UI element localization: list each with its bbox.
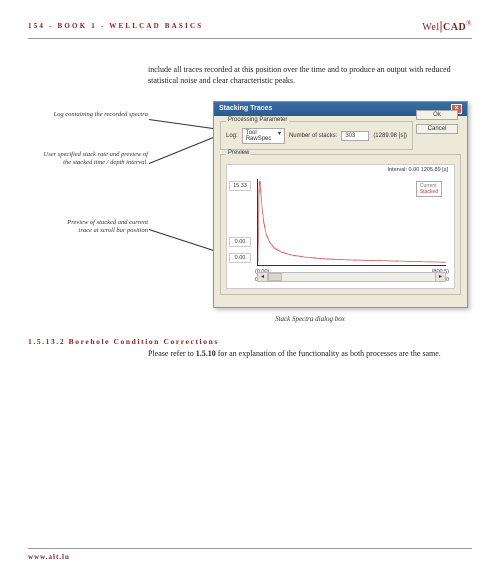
readout-bot: 0.00 <box>229 253 251 263</box>
para2-ref: 1.5.10 <box>196 349 216 358</box>
chart-scrollbar[interactable]: ◂ ▸ <box>257 272 446 282</box>
footer-url: www.alt.lu <box>28 548 472 561</box>
logo: Wel|CAD® <box>422 18 472 34</box>
dialog-title-text: Stacking Traces <box>219 105 272 112</box>
page-header-text: 154 - BOOK 1 - WELLCAD BASICS <box>28 22 203 30</box>
log-select-value: Tool RawSpec <box>246 130 278 142</box>
stacks-label: Number of stacks: <box>289 133 337 139</box>
scroll-right-icon[interactable]: ▸ <box>435 273 445 281</box>
log-select[interactable]: Tool RawSpec ▾ <box>242 128 285 144</box>
chevron-down-icon: ▾ <box>278 130 281 142</box>
annotation-3-line <box>149 229 216 251</box>
annotation-3: Preview of stacked and current trace at … <box>53 219 148 235</box>
logo-wel: Wel <box>422 22 439 33</box>
para2-part-c: for an explanation of the functionality … <box>216 349 441 358</box>
dialog-stacking-traces: Stacking Traces × Ok Cancel Processing P… <box>213 101 468 308</box>
ok-button[interactable]: Ok <box>416 110 458 120</box>
readout-mid: 0.00 <box>229 237 251 247</box>
annotation-2: User specified stack rate and preview of… <box>43 151 148 167</box>
logo-cad: CAD <box>443 22 466 33</box>
log-label: Log: <box>226 133 238 139</box>
chart-axes: Current Stacked (0.00) 0.0 (800.5) 800.0 <box>257 179 446 266</box>
stacks-input[interactable]: 303 <box>341 131 369 141</box>
paragraph-1: include all traces recorded at this posi… <box>148 65 472 87</box>
annotation-1: Log containing the recorded spectra <box>53 111 148 119</box>
figure-caption: Stack Spectra dialog box <box>148 315 472 323</box>
stacks-note: (1289.98 [s]) <box>373 133 407 139</box>
scroll-left-icon[interactable]: ◂ <box>258 273 268 281</box>
preview-chart: Interval: 0.00 1205.89 [s] 15.33 0.00 0.… <box>226 164 455 289</box>
paragraph-2: Please refer to 1.5.10 for an explanatio… <box>148 349 472 360</box>
chart-interval-title: Interval: 0.00 1205.89 [s] <box>227 165 454 173</box>
readout-top: 15.33 <box>229 181 251 191</box>
spectrum-curve <box>258 179 446 265</box>
para2-part-a: Please refer to <box>148 349 196 358</box>
scroll-thumb[interactable] <box>268 273 282 281</box>
group-processing-param: Processing Parameter <box>226 117 289 123</box>
section-heading: 1.5.13.2 Borehole Condition Corrections <box>28 337 472 346</box>
figure-area: Log containing the recorded spectra User… <box>83 101 483 311</box>
annotation-2-line <box>149 136 214 163</box>
cancel-button[interactable]: Cancel <box>416 124 458 134</box>
group-preview: Preview <box>226 150 251 156</box>
